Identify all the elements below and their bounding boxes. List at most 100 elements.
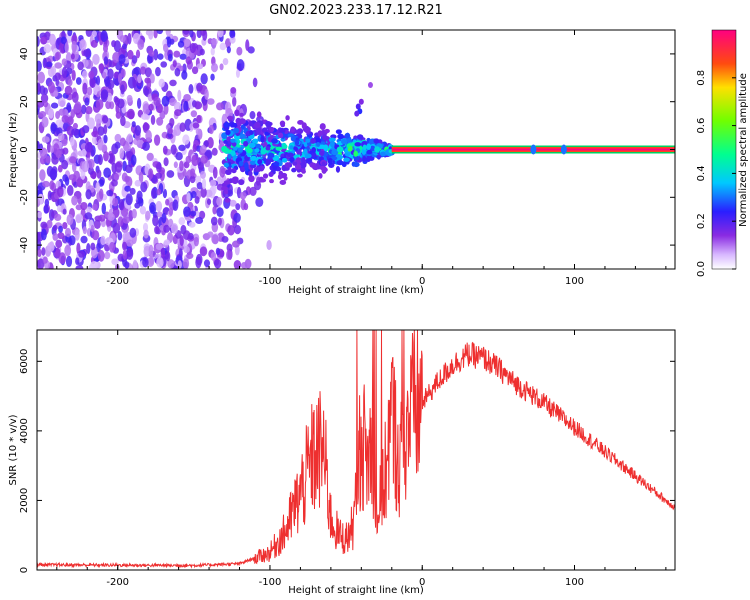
heatmap-cell bbox=[207, 231, 214, 238]
heatmap-cell bbox=[231, 176, 239, 183]
heatmap-cell bbox=[81, 148, 87, 157]
heatmap-cell bbox=[91, 230, 100, 241]
heatmap-cell bbox=[195, 256, 202, 269]
heatmap-cell bbox=[131, 208, 137, 219]
heatmap-cell bbox=[297, 119, 304, 125]
heatmap-cell bbox=[112, 197, 119, 207]
heatmap-cell bbox=[66, 213, 74, 226]
heatmap-cell bbox=[266, 240, 272, 251]
heatmap-cell bbox=[77, 61, 84, 71]
heatmap-cell bbox=[204, 189, 213, 198]
heatmap-cell bbox=[279, 179, 287, 185]
heatmap-cell bbox=[57, 132, 65, 141]
snr-y-ticks: 0 2000 4000 6000 bbox=[19, 349, 675, 573]
heatmap-cell bbox=[103, 167, 112, 178]
heatmap-cell bbox=[111, 179, 118, 187]
heatmap-cell bbox=[127, 32, 132, 45]
snr-frame bbox=[36, 329, 676, 571]
heatmap-cell bbox=[216, 196, 223, 206]
heatmap-cell bbox=[186, 252, 194, 260]
heatmap-cell bbox=[48, 107, 54, 119]
heatmap-cell bbox=[42, 57, 47, 69]
heatmap-cell bbox=[88, 166, 94, 175]
heatmap-cell bbox=[331, 148, 339, 156]
heatmap-cell bbox=[248, 170, 253, 177]
heatmap-cell bbox=[71, 195, 78, 206]
heatmap-cell bbox=[103, 124, 108, 135]
heatmap-cell bbox=[254, 121, 261, 129]
heatmap-cell bbox=[156, 188, 162, 196]
heatmap-cell bbox=[281, 157, 288, 163]
heatmap-cell bbox=[225, 169, 232, 176]
heatmap-cell bbox=[216, 207, 224, 218]
colorbar-label: Normalized spectral amplitude bbox=[738, 73, 749, 227]
heatmap-cell bbox=[335, 166, 341, 173]
heatmap-cell bbox=[249, 186, 257, 197]
heatmap-cell bbox=[212, 166, 218, 179]
heatmap-cell bbox=[195, 128, 202, 136]
heatmap-cell bbox=[324, 128, 330, 134]
heatmap-cell bbox=[62, 174, 69, 182]
heatmap-cell bbox=[65, 255, 73, 268]
heatmap-cell bbox=[91, 203, 98, 211]
heatmap-cell bbox=[265, 120, 272, 128]
heatmap-cell bbox=[229, 199, 237, 207]
heatmap-cell bbox=[111, 258, 119, 266]
snr-y-tick-label: 0 bbox=[19, 567, 30, 573]
heatmap-cell bbox=[127, 49, 134, 60]
heatmap-cell bbox=[166, 170, 175, 178]
heatmap-cell bbox=[200, 73, 208, 85]
heatmap-cell bbox=[145, 210, 151, 221]
heatmap-cell bbox=[148, 49, 155, 57]
heatmap-cell bbox=[117, 98, 125, 109]
heatmap-cell bbox=[262, 173, 269, 179]
colorbar-tick-label: 0.8 bbox=[696, 70, 707, 86]
heatmap-cell bbox=[304, 127, 310, 134]
colorbar-tick-label: 0.6 bbox=[696, 118, 707, 134]
heatmap-cell bbox=[67, 30, 73, 37]
heatmap-cell bbox=[321, 168, 327, 174]
heatmap-cell bbox=[85, 189, 92, 200]
heatmap-cell bbox=[350, 142, 356, 147]
heatmap-cell bbox=[91, 30, 97, 38]
heatmap-cell bbox=[189, 42, 196, 54]
heatmap-cell bbox=[163, 224, 170, 233]
heatmap-cell bbox=[157, 53, 164, 60]
snr-x-tick-label: -100 bbox=[259, 577, 282, 588]
heatmap-cell bbox=[198, 210, 206, 220]
heatmap-cell bbox=[44, 198, 50, 207]
heatmap-cell bbox=[188, 84, 194, 94]
heatmap-cell bbox=[103, 43, 109, 53]
heatmap-cell bbox=[97, 126, 105, 136]
heatmap-cell bbox=[252, 77, 258, 88]
heatmap-cell bbox=[172, 199, 179, 211]
heatmap-cell bbox=[143, 229, 149, 239]
heatmap-cell bbox=[227, 189, 234, 197]
heatmap-cell bbox=[91, 130, 99, 138]
heatmap-cell bbox=[229, 30, 236, 39]
heatmap-cell bbox=[177, 89, 182, 102]
heatmap-cell bbox=[169, 79, 177, 87]
heatmap-cell bbox=[87, 117, 95, 130]
heatmap-cell bbox=[41, 116, 49, 128]
heatmap-cell bbox=[120, 115, 126, 127]
heatmap-cell bbox=[37, 258, 45, 269]
heatmap-cell bbox=[247, 46, 255, 54]
snr-x-tick-label: 0 bbox=[419, 577, 425, 588]
heatmap-cell bbox=[152, 215, 159, 227]
heatmap-cell bbox=[54, 62, 63, 69]
heatmap-cell bbox=[367, 81, 373, 88]
heatmap-cell bbox=[125, 193, 133, 206]
heatmap-cell bbox=[190, 168, 196, 177]
heatmap-cell bbox=[126, 94, 133, 103]
heatmap-cell bbox=[289, 156, 295, 163]
heatmap-cell bbox=[77, 195, 82, 205]
heatmap-cell bbox=[78, 250, 86, 258]
heatmap-cell bbox=[319, 141, 326, 146]
heatmap-cell bbox=[189, 30, 194, 38]
heatmap-cell bbox=[107, 213, 115, 221]
heatmap-cell bbox=[206, 98, 215, 105]
spectrogram-x-label: Height of straight line (km) bbox=[288, 285, 424, 296]
heatmap-cell bbox=[122, 216, 130, 224]
heatmap-cell bbox=[96, 75, 101, 86]
